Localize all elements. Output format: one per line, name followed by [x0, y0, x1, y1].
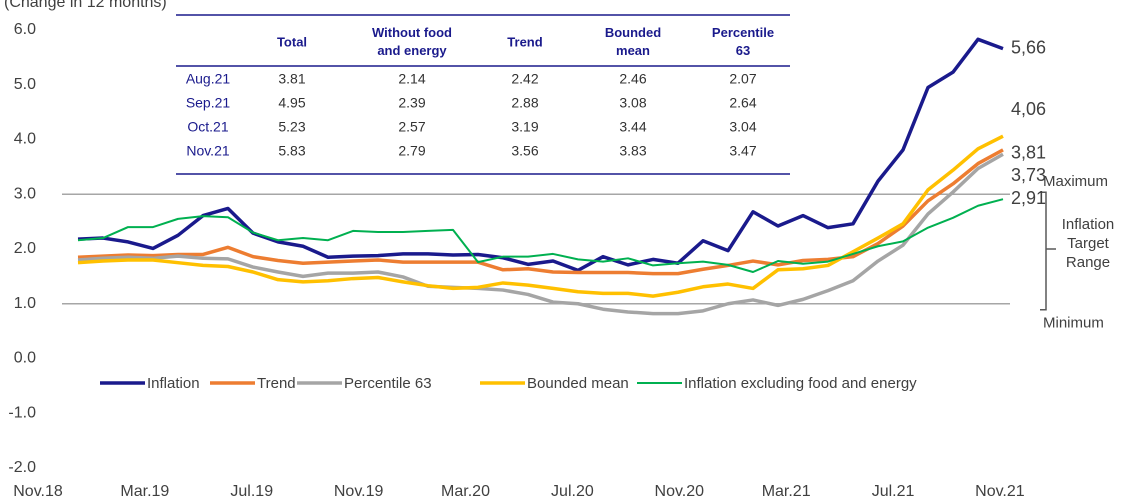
table-cell: 2.14: [398, 71, 425, 87]
y-tick-label: 5.0: [14, 76, 36, 93]
table-header: Percentile 63: [712, 25, 774, 58]
table-cell: 5.83: [278, 143, 305, 159]
table-row-label: Sep.21: [186, 95, 231, 111]
y-tick-label: 4.0: [14, 131, 36, 148]
table-cell: 4.95: [278, 95, 305, 111]
min-label: Minimum: [1043, 315, 1104, 332]
table-cell: 3.08: [619, 95, 646, 111]
x-tick-label: Mar.20: [441, 483, 490, 500]
table-header: Without food and energy: [372, 25, 452, 58]
legend-label: Bounded mean: [527, 375, 629, 392]
table-cell: 3.44: [619, 119, 646, 135]
x-tick-label: Nov.19: [334, 483, 384, 500]
value-label: 4,06: [1011, 99, 1046, 119]
x-tick-label: Jul.20: [551, 483, 594, 500]
table-cell: 2.07: [729, 71, 756, 87]
table-cell: 3.83: [619, 143, 646, 159]
x-tick-label: Nov.21: [975, 483, 1025, 500]
x-tick-label: Nov.18: [13, 483, 63, 500]
value-label: 2,91: [1011, 188, 1046, 208]
x-tick-label: Nov.20: [655, 483, 705, 500]
y-tick-label: 2.0: [14, 240, 36, 257]
series-line: [77, 198, 1004, 273]
target-range-label: Inflation Target Range: [1061, 216, 1115, 271]
table-header: Total: [277, 34, 307, 49]
table-cell: 2.64: [729, 95, 756, 111]
table-header: Trend: [507, 34, 542, 49]
table-cell: 3.04: [729, 119, 756, 135]
y-tick-label: 0.0: [14, 350, 36, 367]
x-tick-label: Mar.19: [120, 483, 169, 500]
y-tick-label: 3.0: [14, 185, 36, 202]
x-tick-label: Jul.19: [230, 483, 273, 500]
y-tick-label: -2.0: [8, 459, 36, 476]
table-cell: 3.56: [511, 143, 538, 159]
table-cell: 2.39: [398, 95, 425, 111]
legend-label: Percentile 63: [344, 375, 432, 392]
x-tick-label: Mar.21: [762, 483, 811, 500]
table-cell: 2.46: [619, 71, 646, 87]
table-cell: 2.79: [398, 143, 425, 159]
series-line: [77, 152, 1004, 316]
value-label: 3,73: [1011, 165, 1046, 185]
legend-label: Inflation: [147, 375, 200, 392]
table-cell: 5.23: [278, 119, 305, 135]
series-line: [77, 37, 1004, 273]
subtitle: (Change in 12 months): [4, 0, 167, 11]
max-label: Maximum: [1043, 173, 1108, 190]
table-cell: 3.47: [729, 143, 756, 159]
table-row-label: Oct.21: [187, 119, 228, 135]
table-row-label: Nov.21: [186, 143, 230, 159]
range-bracket: [1040, 191, 1056, 311]
series-line: [77, 134, 1004, 298]
table-cell: 3.19: [511, 119, 538, 135]
table-row-label: Aug.21: [186, 71, 231, 87]
y-tick-label: -1.0: [8, 404, 36, 421]
x-tick-label: Jul.21: [872, 483, 915, 500]
table-cell: 2.88: [511, 95, 538, 111]
y-tick-label: 6.0: [14, 21, 36, 38]
table-cell: 3.81: [278, 71, 305, 87]
series-line: [77, 148, 1004, 276]
table-header: Bounded mean: [605, 25, 661, 58]
legend-label: Inflation excluding food and energy: [684, 375, 917, 392]
table-cell: 2.57: [398, 119, 425, 135]
legend-label: Trend: [257, 375, 296, 392]
table-cell: 2.42: [511, 71, 538, 87]
value-label: 5,66: [1011, 37, 1046, 57]
y-tick-label: 1.0: [14, 295, 36, 312]
value-label: 3,81: [1011, 143, 1046, 163]
